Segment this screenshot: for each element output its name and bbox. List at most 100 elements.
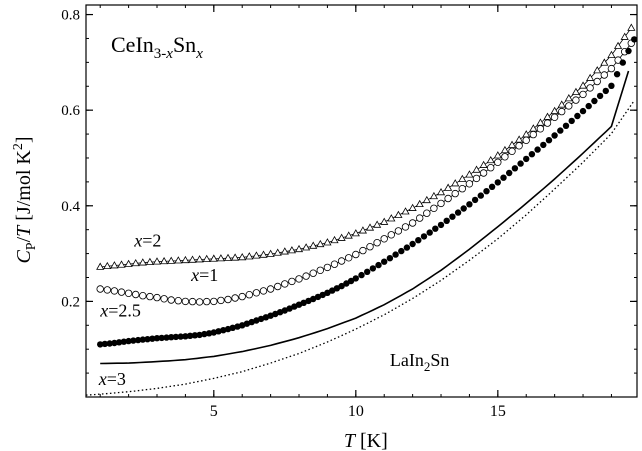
series-x-1-point <box>444 194 452 203</box>
series-x-1-point <box>188 297 197 306</box>
series-x-2-5-point <box>596 92 604 100</box>
series-x-2-5-point <box>205 330 213 337</box>
x-tick-label: 10 <box>348 403 364 420</box>
x-tick-label: 5 <box>210 403 218 420</box>
series-x-2-5-point <box>506 169 513 177</box>
series-x-1-point <box>458 184 466 193</box>
title-subscript: 3- <box>154 46 167 62</box>
series-x-1-point <box>295 275 303 283</box>
series-x-2-point <box>451 179 460 187</box>
series-x-2-5-point <box>562 122 570 129</box>
series-x-2-5-point <box>460 205 467 212</box>
series-x-2-point <box>408 203 417 211</box>
series-x-2-5-point <box>613 71 621 78</box>
series-x-2-5-point <box>386 255 394 262</box>
annotation-part: LaIn <box>390 350 424 370</box>
series-x-2-point <box>273 248 282 256</box>
series-x-2-point <box>103 261 112 270</box>
annotation-x25: x=2.5 <box>99 301 141 321</box>
series-x-2-5-point <box>517 160 524 167</box>
series-x-1-point <box>593 77 601 86</box>
series-x-2-5-point <box>111 339 118 347</box>
series-x-2-5-point <box>420 233 428 240</box>
series-x-2-point <box>231 253 240 261</box>
series-x-1-point <box>501 153 509 161</box>
series-x-2-5-point <box>358 271 365 279</box>
title-part: CeIn <box>111 32 154 57</box>
series-x-2-point <box>174 256 183 264</box>
x-axis-label-unit: [K] <box>355 430 388 451</box>
series-x-2-5-point <box>579 107 587 115</box>
series-x-2-point <box>586 73 595 81</box>
series-x-1-point <box>394 227 403 235</box>
series-x-2-point <box>550 106 559 114</box>
series-x-1-point <box>146 292 154 301</box>
series-x-2-5-point <box>163 334 170 341</box>
series-x-1-point <box>288 277 296 286</box>
y-tick-label: 0.2 <box>61 294 80 310</box>
series-x-2-5-point <box>364 268 371 275</box>
series-x-2-5-point <box>352 275 359 282</box>
series-x-2-5-point <box>201 330 208 338</box>
annotation-value: =2.5 <box>108 301 141 321</box>
series-x-2-point <box>507 140 517 148</box>
series-x-2-5-point <box>494 179 501 186</box>
series-x-2-point <box>188 255 197 263</box>
series-x-2-5-point <box>257 315 265 323</box>
series-x-1-point <box>139 292 147 300</box>
series-x-2-point <box>358 226 368 234</box>
series-x-2-point <box>124 259 133 267</box>
series-x-1-point <box>451 189 459 198</box>
series-x-2-5-point <box>125 337 132 345</box>
series-x-2-point <box>593 66 602 74</box>
annotation-x3: x=3 <box>98 369 126 389</box>
series-x-1-point <box>110 287 119 295</box>
series-x-2-point <box>216 254 225 262</box>
series-x-2-5-point <box>177 333 184 340</box>
series-x-2-point <box>564 94 573 102</box>
series-x-1-point <box>210 297 218 306</box>
y-axis-label: CP/T [J/mol K2] <box>11 136 39 263</box>
annotation-value: =2 <box>142 230 161 250</box>
annotation-variable: x <box>133 230 142 250</box>
series-x-1-point <box>309 269 317 277</box>
series-x-2-point <box>280 247 289 255</box>
series-x-2-5-point <box>182 333 189 340</box>
series-x-1-point <box>274 282 282 291</box>
series-x-2-point <box>557 100 566 108</box>
series-x-1-point <box>515 142 523 150</box>
series-x-2-point <box>337 233 346 241</box>
annotation-la: LaIn2Sn <box>390 350 450 374</box>
series-x-1-point <box>202 297 211 306</box>
series-x-1-point <box>323 263 332 272</box>
series-x-1-point <box>181 297 190 306</box>
series-x-1-point <box>153 293 161 302</box>
series-x-2-point <box>131 258 140 267</box>
series-x-1-point <box>245 291 253 299</box>
series-x-1-point <box>224 295 232 304</box>
series-x-2-5-point <box>272 310 279 318</box>
chart-title: CeIn3-xSnx <box>111 32 203 62</box>
series-x-2-point <box>252 251 261 259</box>
series-x-2-5-point <box>375 261 382 269</box>
series-x-2-point <box>138 258 147 266</box>
series-x-2-5-point <box>286 305 293 312</box>
series-x-1-point <box>337 257 346 265</box>
series-x-2-point <box>110 261 119 269</box>
series-x-1-point <box>345 254 353 262</box>
series-x-2-5-point <box>602 87 609 95</box>
series-x-1-point <box>387 231 395 239</box>
series-x-2-point <box>536 118 545 126</box>
series-x-2-point <box>620 32 629 40</box>
series-x-2-point <box>351 229 360 237</box>
series-x-2-5-point <box>369 265 377 272</box>
series-x-2-point <box>96 262 105 270</box>
series-x-1-point <box>558 107 566 116</box>
series-x-2-5-point <box>591 97 598 105</box>
series-x-1-point <box>607 64 616 73</box>
series-x-2-point <box>160 256 169 265</box>
series-x-2-point <box>209 254 218 262</box>
series-x-2-point <box>522 130 531 138</box>
series-x-2-5-point <box>619 59 626 66</box>
